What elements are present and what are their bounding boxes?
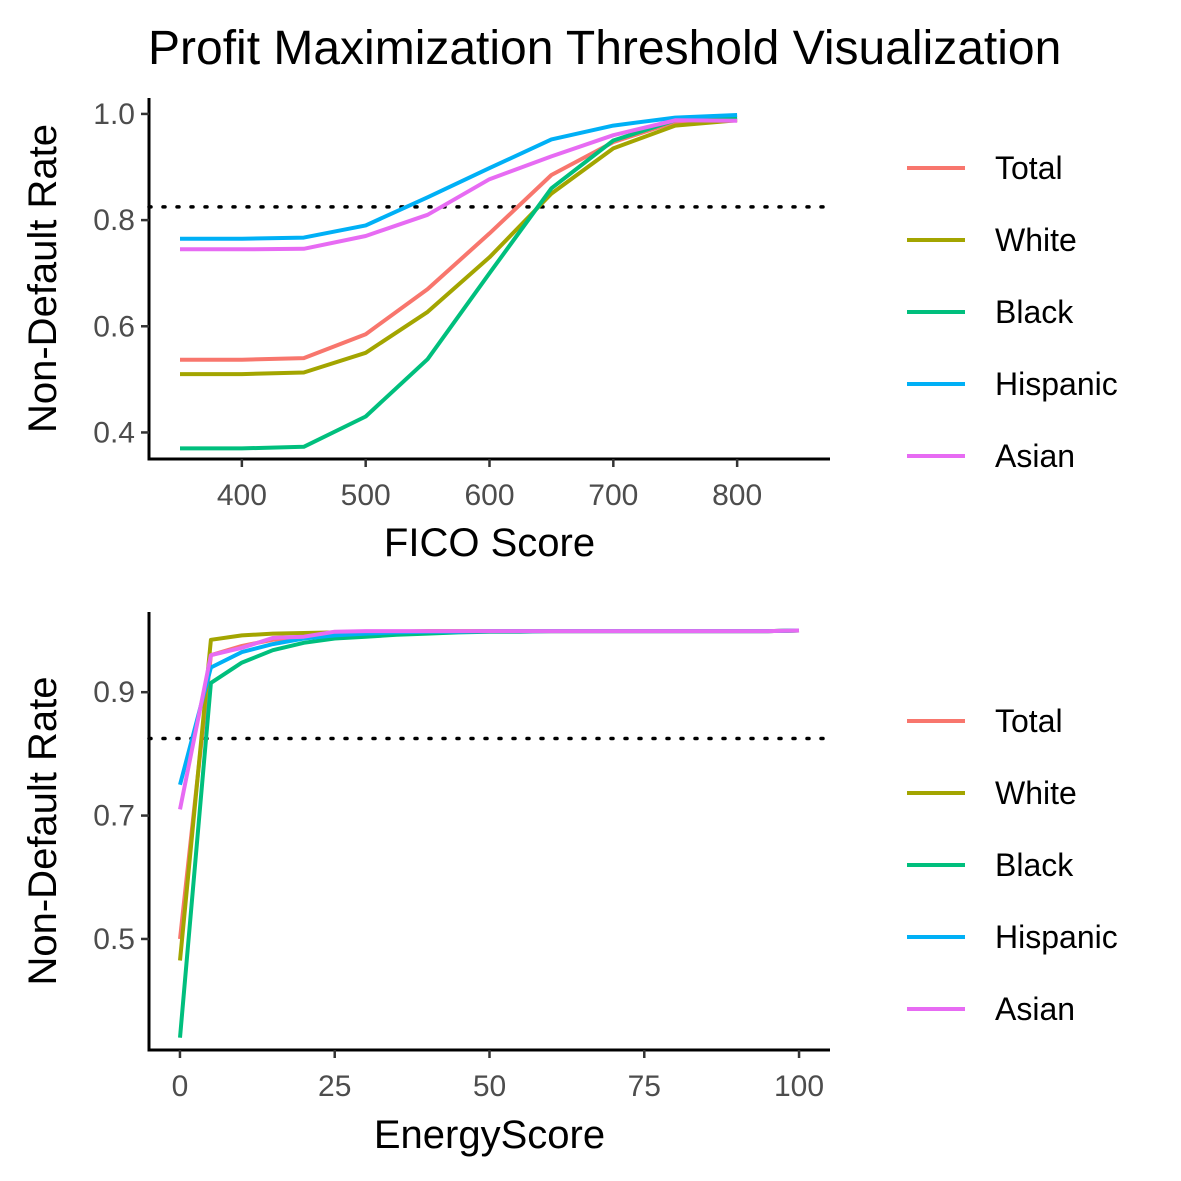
- legend-label-black: Black: [995, 294, 1074, 330]
- x-tick-label: 50: [473, 1070, 506, 1103]
- chart-panel-2: 0 25 50 75 100 0.5 0.7 0.9 EnergyScore Non-Defaul…: [21, 612, 1118, 1157]
- series-line-asian: [180, 118, 738, 252]
- y-tick-label: 0.4: [93, 416, 135, 449]
- x-tick-label: 100: [774, 1070, 824, 1103]
- chart-title: Profit Maximization Threshold Visualizat…: [148, 22, 1061, 75]
- legend: Total White Black Hispanic Asian: [907, 150, 1118, 474]
- x-tick-label: 75: [628, 1070, 661, 1103]
- y-axis-title: Non-Default Rate: [21, 124, 65, 433]
- x-tick-label: 700: [588, 479, 638, 512]
- legend-label-black: Black: [995, 847, 1074, 883]
- legend-label-white: White: [995, 775, 1077, 811]
- chart-panel-1: 400 500 600 700 800 0.4 0.6 0.8 1.0 FICO Score Non…: [21, 98, 1118, 565]
- legend-label-hispanic: Hispanic: [995, 919, 1118, 955]
- series-line-asian: [178, 628, 800, 810]
- legend-label-hispanic: Hispanic: [995, 366, 1118, 402]
- x-axis-title: EnergyScore: [374, 1113, 605, 1157]
- x-tick-label: 0: [172, 1070, 189, 1103]
- legend-label-total: Total: [995, 150, 1063, 186]
- x-tick-label: 500: [341, 479, 391, 512]
- y-tick-label: 0.6: [93, 310, 135, 343]
- y-tick-label: 1.0: [93, 98, 135, 131]
- series-line-hispanic: [178, 628, 800, 786]
- y-axis-title: Non-Default Rate: [21, 676, 65, 985]
- legend-label-total: Total: [995, 703, 1063, 739]
- y-tick-label: 0.5: [93, 923, 135, 956]
- x-tick-label: 400: [217, 479, 267, 512]
- legend-label-asian: Asian: [995, 438, 1075, 474]
- legend-label-white: White: [995, 222, 1077, 258]
- x-axis-title: FICO Score: [384, 521, 595, 565]
- x-tick-label: 600: [464, 479, 514, 512]
- series-line-hispanic: [180, 113, 738, 241]
- series-line-total: [178, 628, 800, 940]
- legend-label-asian: Asian: [995, 991, 1075, 1027]
- x-tick-label: 800: [712, 479, 762, 512]
- y-tick-label: 0.7: [93, 800, 135, 833]
- x-tick-label: 25: [318, 1070, 351, 1103]
- series-line-white: [180, 118, 738, 377]
- legend: Total White Black Hispanic Asian: [907, 703, 1118, 1027]
- y-tick-label: 0.8: [93, 204, 135, 237]
- series-line-black: [178, 628, 800, 1038]
- series-line-white: [178, 628, 800, 961]
- y-tick-label: 0.9: [93, 676, 135, 709]
- series-line-black: [180, 115, 738, 451]
